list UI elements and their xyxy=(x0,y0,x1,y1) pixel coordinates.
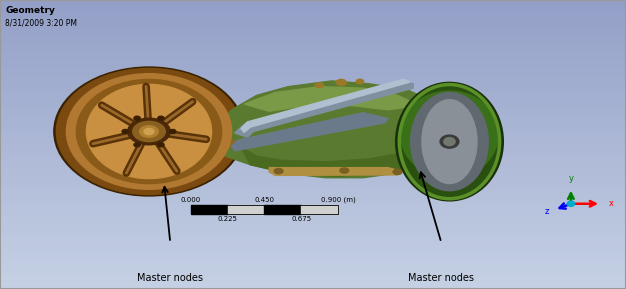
Ellipse shape xyxy=(133,121,165,142)
Text: 0.675: 0.675 xyxy=(291,216,311,222)
Ellipse shape xyxy=(66,74,232,189)
Text: x: x xyxy=(608,199,613,208)
Ellipse shape xyxy=(128,118,170,145)
Polygon shape xyxy=(232,113,388,151)
Ellipse shape xyxy=(86,84,212,179)
Ellipse shape xyxy=(144,128,154,135)
Bar xyxy=(191,205,338,214)
Ellipse shape xyxy=(76,79,222,184)
Ellipse shape xyxy=(54,67,244,196)
Polygon shape xyxy=(244,87,419,111)
Text: 0.900 (m): 0.900 (m) xyxy=(321,197,356,203)
Polygon shape xyxy=(269,168,401,175)
Polygon shape xyxy=(207,81,448,178)
Ellipse shape xyxy=(411,92,488,191)
Bar xyxy=(301,205,338,214)
Text: 8/31/2009 3:20 PM: 8/31/2009 3:20 PM xyxy=(5,19,77,28)
Polygon shape xyxy=(241,79,410,132)
Ellipse shape xyxy=(401,91,498,178)
Ellipse shape xyxy=(356,79,364,84)
Polygon shape xyxy=(150,134,238,149)
Bar xyxy=(191,205,228,214)
Ellipse shape xyxy=(444,138,455,146)
Text: Geometry: Geometry xyxy=(5,6,55,15)
Ellipse shape xyxy=(274,168,283,174)
Text: z: z xyxy=(545,207,550,216)
Bar xyxy=(264,205,301,214)
Ellipse shape xyxy=(134,143,140,147)
Text: 0.000: 0.000 xyxy=(181,197,201,203)
Text: 0.225: 0.225 xyxy=(218,216,238,222)
Ellipse shape xyxy=(340,168,349,173)
Ellipse shape xyxy=(422,100,477,184)
Ellipse shape xyxy=(170,129,176,134)
Ellipse shape xyxy=(398,84,501,199)
Ellipse shape xyxy=(567,201,575,206)
Ellipse shape xyxy=(315,83,323,88)
Ellipse shape xyxy=(56,68,242,194)
Ellipse shape xyxy=(336,79,346,85)
Ellipse shape xyxy=(122,129,128,134)
Polygon shape xyxy=(241,142,438,176)
Polygon shape xyxy=(235,81,413,137)
Ellipse shape xyxy=(158,116,164,120)
Bar xyxy=(228,205,264,214)
Ellipse shape xyxy=(140,126,158,137)
Text: Master nodes: Master nodes xyxy=(137,273,203,283)
Ellipse shape xyxy=(440,135,459,148)
Text: 0.450: 0.450 xyxy=(255,197,274,203)
Ellipse shape xyxy=(396,82,503,201)
Ellipse shape xyxy=(158,143,164,147)
Text: y: y xyxy=(568,174,573,183)
Ellipse shape xyxy=(134,116,140,120)
Ellipse shape xyxy=(393,169,402,175)
Text: Master nodes: Master nodes xyxy=(408,273,475,283)
